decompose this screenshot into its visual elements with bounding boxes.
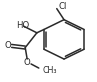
Text: HO: HO (16, 21, 30, 30)
Text: CH₃: CH₃ (43, 66, 57, 75)
Text: O: O (24, 58, 31, 67)
Text: Cl: Cl (58, 2, 67, 11)
Text: O: O (5, 41, 12, 50)
